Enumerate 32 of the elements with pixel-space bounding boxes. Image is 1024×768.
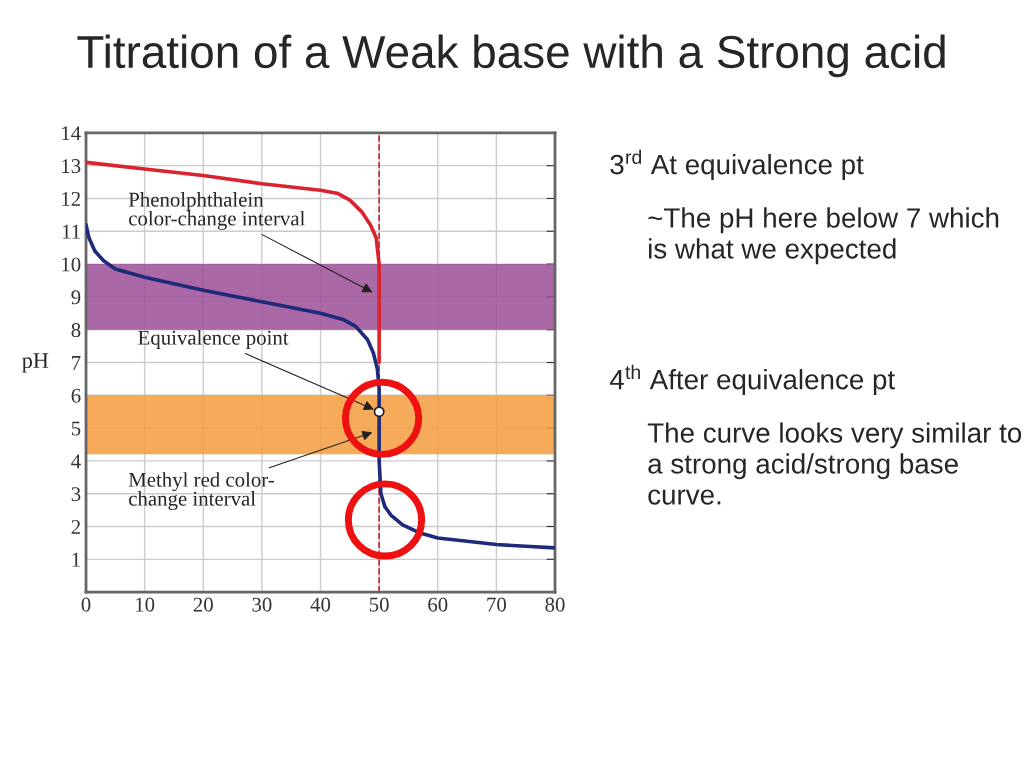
y-tick-label: 14 [62, 126, 81, 141]
y-tick-label: 11 [62, 224, 80, 239]
x-tick-label: 60 [428, 597, 448, 612]
y-tick-label: 1 [72, 552, 80, 567]
chart-title: Titration of a Weak base with a Strong acid [77, 34, 945, 78]
x-tick-label: 80 [545, 597, 565, 612]
band-label: Phenolphthalein color-change interval [128, 192, 305, 230]
x-tick-label: 0 [81, 597, 91, 612]
y-tick-label: 9 [71, 290, 81, 305]
text: 3$^{rd}$ At equivalence pt [610, 149, 864, 180]
y-tick-label: 5 [71, 421, 81, 436]
text: 4$^{th}$ After equivalence pt [609, 364, 895, 395]
x-tick-label: 30 [252, 597, 272, 612]
y-tick-label: 3 [71, 487, 81, 502]
y-tick-label: 4 [71, 454, 81, 469]
x-tick-label: 50 [369, 597, 389, 612]
text: The curve looks very similar to a strong acid/strong base curve. [647, 422, 1022, 505]
y-tick-label: 13 [62, 159, 81, 174]
y-tick-label: 10 [62, 257, 81, 272]
y-tick-label: 2 [71, 519, 81, 534]
y-tick-label: 8 [71, 323, 81, 338]
band-label: Methyl red color- change interval [128, 472, 274, 511]
text: ~The pH here below 7 which is what we expected [648, 207, 999, 265]
x-tick-label: 70 [487, 597, 507, 612]
y-tick-label: 7 [72, 356, 81, 370]
y-axis-title: pH [22, 353, 49, 373]
x-tick-label: 20 [193, 597, 213, 612]
x-tick-label: 40 [310, 597, 331, 612]
y-tick-label: 6 [71, 388, 81, 403]
x-tick-label: 10 [136, 597, 155, 612]
annotation: Equivalence point [138, 330, 289, 349]
y-tick-label: 12 [62, 191, 81, 206]
